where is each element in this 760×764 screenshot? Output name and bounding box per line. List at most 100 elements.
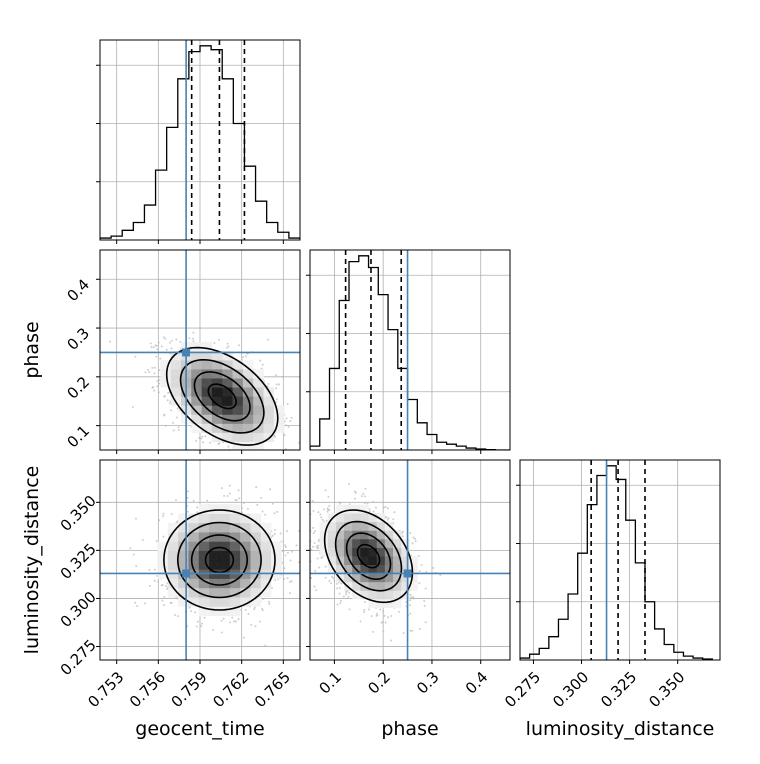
scatter-point [348,592,350,594]
scatter-point [410,594,412,596]
density-cell [202,369,213,378]
scatter-point [242,356,244,358]
scatter-point [253,608,255,610]
density-cell [209,514,220,524]
scatter-point [238,497,240,499]
scatter-point [247,508,249,510]
scatter-point [221,620,223,622]
scatter-point [163,396,165,398]
density-cell [219,523,230,533]
density-cell [160,369,171,378]
scatter-point [250,624,252,626]
scatter-point [339,602,341,604]
density-cell [263,424,274,433]
scatter-point [328,505,330,507]
density-cell [360,539,368,548]
scatter-point [313,532,315,534]
scatter-point [348,483,350,485]
scatter-point [235,621,237,623]
scatter-point [327,509,329,511]
scatter-point [383,507,385,509]
scatter-point [228,345,230,347]
scatter-point [412,542,414,544]
scatter-point [349,608,351,610]
scatter-point [154,367,156,369]
scatter-point [284,567,286,569]
scatter-point [204,435,206,437]
scatter-point [327,496,329,498]
scatter-point [163,336,165,338]
density-cell [369,590,377,599]
scatter-point [376,615,378,617]
scatter-point [154,569,156,571]
scatter-point [285,417,287,419]
scatter-point [262,598,264,600]
truth-marker [182,569,190,577]
scatter-point [221,631,223,633]
density-cell [202,387,213,396]
scatter-point [343,595,345,597]
scatter-point [382,631,384,633]
scatter-point [390,639,392,641]
scatter-point [201,623,203,625]
density-cell [209,606,220,616]
scatter-point [322,519,324,521]
panel-phase-vs-luminosity_distance [288,460,510,664]
scatter-point [379,608,381,610]
scatter-point [167,392,169,394]
density-cell [209,560,220,570]
scatter-point [340,600,342,602]
density-cell [199,514,210,524]
scatter-point [171,340,173,342]
density-cell [393,565,401,574]
scatter-point [314,570,316,572]
scatter-point [192,332,194,334]
scatter-point [289,581,291,583]
scatter-point [274,436,276,438]
scatter-point [424,605,426,607]
scatter-point [167,399,169,401]
scatter-point [325,566,327,568]
density-cell [209,523,220,533]
scatter-point [282,550,284,552]
scatter-point [177,426,179,428]
scatter-point [155,356,157,358]
scatter-point [272,503,274,505]
scatter-point [209,442,211,444]
scatter-point [418,555,420,557]
density-cell [344,513,352,522]
density-cell [171,378,182,387]
scatter-point [267,339,269,341]
scatter-point [285,424,287,426]
scatter-point [402,535,404,537]
density-cell [178,560,189,570]
scatter-point [278,383,280,385]
scatter-point [166,349,168,351]
density-cell [191,378,202,387]
scatter-point [314,585,316,587]
density-cell [230,514,241,524]
scatter-point [390,615,392,617]
scatter-point [363,611,365,613]
scatter-point [305,399,307,401]
scatter-point [226,347,228,349]
scatter-point [257,454,259,456]
scatter-point [303,547,305,549]
scatter-point [274,533,276,535]
scatter-point [227,495,229,497]
density-cell [202,360,213,369]
scatter-point [171,513,173,515]
scatter-point [196,506,198,508]
scatter-point [241,511,243,513]
scatter-point [187,490,189,492]
density-cell [344,505,352,514]
scatter-point [159,358,161,360]
density-cell [233,396,244,405]
scatter-point [134,356,136,358]
scatter-point [281,376,283,378]
scatter-point [302,431,304,433]
density-cell [233,378,244,387]
scatter-point [142,539,144,541]
scatter-point [173,429,175,431]
scatter-point [254,625,256,627]
